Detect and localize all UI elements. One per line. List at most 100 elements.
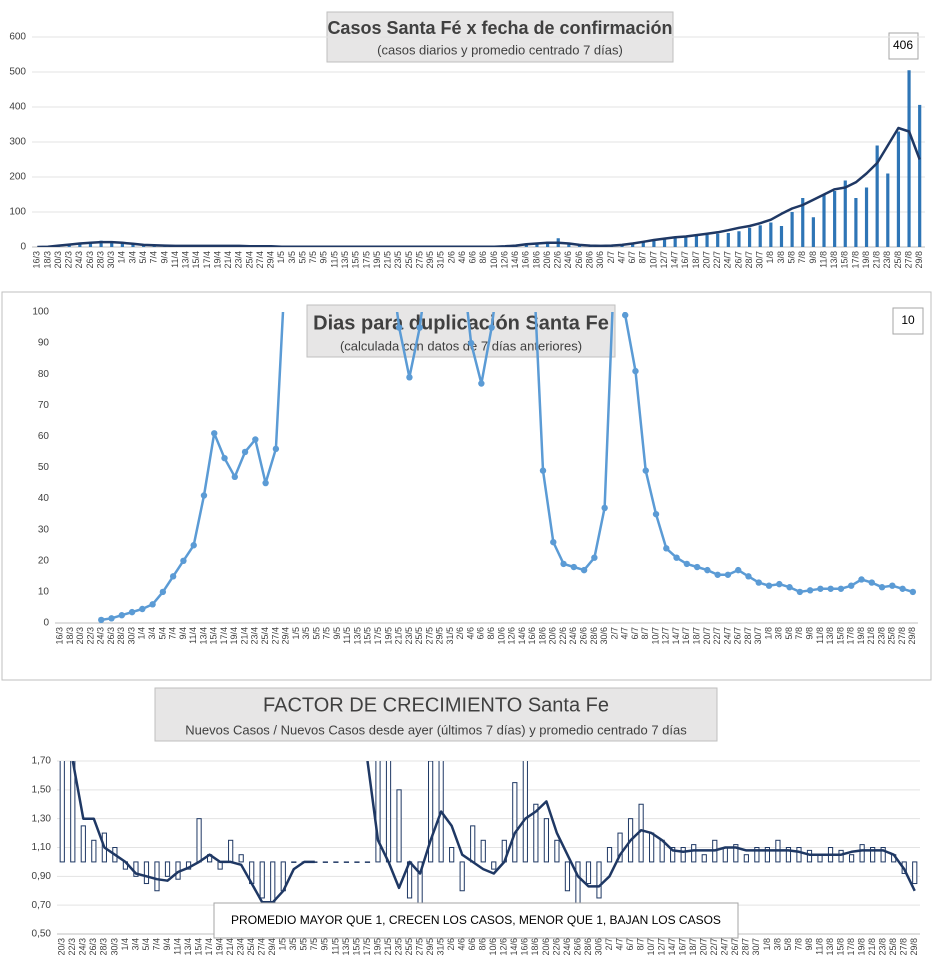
bar bbox=[848, 854, 855, 863]
x-tick-label: 26/7 bbox=[733, 627, 743, 645]
x-tick-label: 29/8 bbox=[914, 251, 924, 269]
bar bbox=[606, 847, 613, 863]
bar bbox=[270, 861, 276, 906]
bar bbox=[684, 237, 688, 247]
bar bbox=[567, 242, 571, 247]
chart-subtitle: (casos diarios y promedio centrado 7 día… bbox=[377, 42, 623, 57]
x-tick-label: 24/7 bbox=[723, 251, 733, 269]
x-tick-label: 14/6 bbox=[517, 627, 527, 645]
bar bbox=[918, 104, 922, 247]
bar bbox=[59, 761, 65, 863]
x-tick-label: 1/5 bbox=[278, 938, 288, 951]
x-tick-label: 17/5 bbox=[361, 251, 371, 269]
point bbox=[868, 579, 875, 586]
x-tick-label: 20/6 bbox=[548, 627, 558, 645]
x-tick-label: 8/6 bbox=[478, 938, 488, 951]
line bbox=[37, 126, 921, 247]
point bbox=[406, 374, 413, 381]
x-tick-label: 9/5 bbox=[319, 251, 329, 264]
bar bbox=[811, 217, 815, 247]
x-tick-label: 13/4 bbox=[183, 938, 193, 956]
point bbox=[252, 436, 259, 443]
point bbox=[714, 571, 721, 578]
x-tick-label: 23/5 bbox=[393, 938, 403, 956]
x-tick-label: 24/6 bbox=[568, 627, 578, 645]
x-tick-label: 26/3 bbox=[106, 627, 116, 645]
bar bbox=[78, 242, 82, 247]
bar bbox=[854, 198, 858, 247]
x-tick-label: 21/5 bbox=[383, 251, 393, 269]
x-tick-label: 30/6 bbox=[599, 627, 609, 645]
x-tick-label: 1/4 bbox=[137, 627, 147, 640]
bar bbox=[459, 861, 465, 892]
bar bbox=[843, 180, 847, 247]
x-tick-label: 15/4 bbox=[209, 627, 219, 645]
x-tick-label: 14/6 bbox=[509, 938, 519, 956]
x-tick-label: 11/4 bbox=[188, 627, 198, 644]
x-tick-label: 9/4 bbox=[178, 627, 188, 640]
bar bbox=[354, 861, 360, 863]
point bbox=[478, 380, 485, 387]
bar bbox=[564, 861, 571, 892]
x-tick-label: 11/5 bbox=[329, 251, 339, 268]
x-tick-label: 29/5 bbox=[435, 627, 445, 645]
x-tick-label: 26/6 bbox=[572, 938, 582, 956]
bar bbox=[733, 844, 739, 863]
x-tick-label: 25/8 bbox=[893, 251, 903, 269]
x-tick-label: 23/4 bbox=[236, 938, 246, 956]
x-tick-label: 26/3 bbox=[88, 938, 98, 956]
y-tick-label: 90 bbox=[38, 338, 50, 349]
x-tick-label: 19/8 bbox=[856, 627, 866, 645]
x-tick-label: 25/5 bbox=[404, 251, 414, 269]
x-tick-label: 14/6 bbox=[510, 251, 520, 269]
x-tick-label: 23/5 bbox=[404, 627, 414, 645]
bar bbox=[670, 847, 676, 863]
y-tick-label: 500 bbox=[9, 67, 26, 78]
x-tick-label: 16/7 bbox=[678, 938, 688, 956]
x-tick-label: 21/4 bbox=[239, 627, 249, 645]
point bbox=[745, 573, 752, 580]
x-tick-label: 12/7 bbox=[657, 938, 667, 956]
point bbox=[827, 585, 834, 592]
point bbox=[632, 367, 639, 375]
x-tick-label: 6/6 bbox=[476, 627, 486, 640]
bar bbox=[790, 212, 794, 247]
x-tick-label: 8/7 bbox=[638, 251, 648, 264]
panel-border bbox=[1, 291, 932, 681]
y-tick-label: 0,90 bbox=[32, 871, 52, 882]
y-tick-label: 100 bbox=[9, 207, 26, 218]
point bbox=[200, 492, 208, 499]
x-tick-label: 2/7 bbox=[606, 251, 616, 264]
x-tick-label: 25/4 bbox=[246, 938, 256, 956]
x-tick-label: 7/4 bbox=[149, 251, 159, 264]
x-tick-label: 25/5 bbox=[414, 627, 424, 645]
y-tick-label: 30 bbox=[38, 524, 50, 535]
bar bbox=[70, 761, 76, 863]
x-tick-label: 16/6 bbox=[521, 251, 531, 269]
x-tick-label: 4/6 bbox=[457, 938, 467, 951]
x-tick-label: 3/5 bbox=[301, 627, 311, 640]
point bbox=[755, 579, 762, 586]
x-tick-label: 18/7 bbox=[691, 627, 701, 645]
x-tick-label: 19/4 bbox=[229, 627, 239, 645]
x-tick-label: 21/8 bbox=[866, 627, 876, 645]
bar bbox=[680, 847, 686, 863]
x-tick-label: 24/7 bbox=[722, 627, 732, 645]
x-tick-label: 29/5 bbox=[425, 938, 435, 956]
point bbox=[909, 588, 917, 596]
x-tick-label: 20/3 bbox=[57, 938, 67, 956]
x-tick-label: 22/3 bbox=[64, 251, 74, 269]
bar bbox=[575, 861, 581, 906]
x-tick-label: 17/5 bbox=[373, 627, 383, 645]
x-tick-label: 10/7 bbox=[646, 938, 656, 956]
x-tick-label: 5/8 bbox=[784, 627, 794, 640]
point bbox=[858, 576, 865, 583]
point bbox=[652, 510, 660, 518]
bar bbox=[291, 861, 297, 863]
bar bbox=[164, 861, 171, 877]
x-tick-label: 23/4 bbox=[250, 627, 260, 645]
x-tick-label: 29/4 bbox=[267, 938, 277, 956]
x-tick-label: 1/8 bbox=[763, 627, 773, 640]
point bbox=[889, 582, 896, 589]
annotation: 10 bbox=[901, 313, 915, 327]
